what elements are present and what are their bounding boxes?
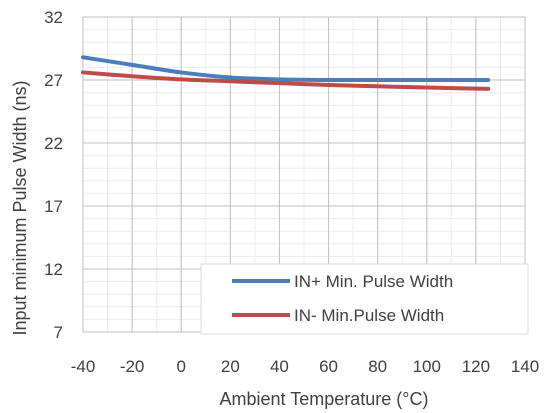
y-tick-label: 17 (44, 197, 63, 216)
x-axis-title: Ambient Temperature (°C) (220, 389, 429, 409)
x-tick-label: 20 (221, 357, 240, 376)
x-tick-label: 140 (511, 357, 539, 376)
y-tick-label: 12 (44, 260, 63, 279)
series-line-in-minus (81, 70, 491, 91)
legend-box (200, 263, 529, 335)
y-axis-title: Input minimum Pulse Width (ns) (10, 80, 30, 335)
y-tick-label: 7 (54, 323, 63, 342)
x-tick-label: 60 (319, 357, 338, 376)
x-tick-labels: -40 -20 0 20 40 60 80 100 120 140 (71, 357, 539, 376)
x-tick-label: -40 (71, 357, 96, 376)
x-tick-label: 120 (462, 357, 490, 376)
y-tick-label: 27 (44, 71, 63, 90)
series-line-in-plus (81, 55, 491, 83)
y-tick-label: 22 (44, 134, 63, 153)
legend-label-in-plus: IN+ Min. Pulse Width (294, 272, 453, 291)
x-tick-label: -20 (120, 357, 145, 376)
y-tick-labels: 7 12 17 22 27 32 (44, 8, 63, 342)
x-tick-label: 100 (413, 357, 441, 376)
x-tick-label: 40 (270, 357, 289, 376)
legend-label-in-minus: IN- Min.Pulse Width (294, 306, 444, 325)
legend: IN+ Min. Pulse Width IN- Min.Pulse Width (200, 263, 529, 335)
series-lines (81, 55, 491, 91)
y-tick-label: 32 (44, 8, 63, 27)
x-tick-label: 80 (368, 357, 387, 376)
x-tick-label: 0 (176, 357, 185, 376)
